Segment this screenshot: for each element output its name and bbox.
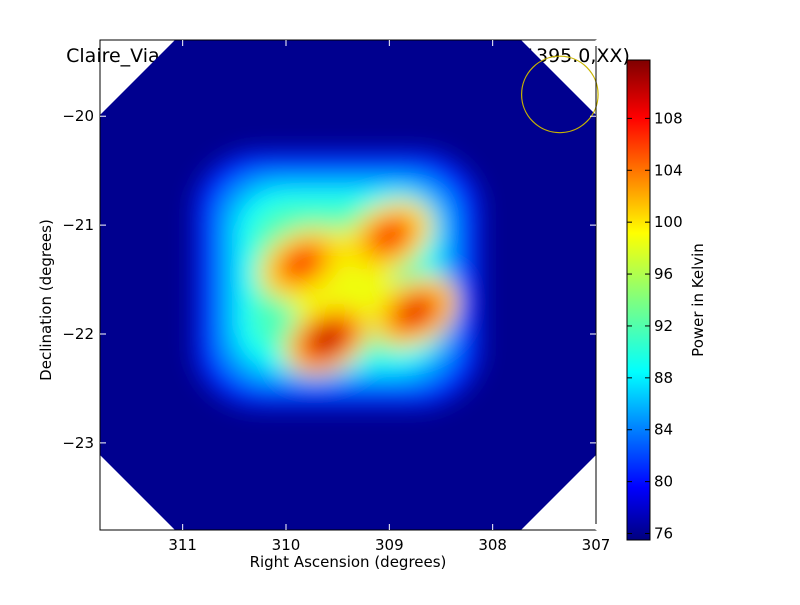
y-tick-label: −22 [62,325,94,343]
heat-hotspot [286,251,317,276]
x-axis: 311 310 309 308 307 [168,40,610,554]
colorbar-tick-label: 96 [654,265,673,283]
x-tick-label: 310 [272,536,301,554]
heatmap-image [100,40,596,530]
colorbar-tick-label: 88 [654,369,673,387]
y-tick-label: −20 [62,107,94,125]
heat-hotspot [400,300,430,325]
x-tick-label: 307 [582,536,611,554]
colorbar-gradient [626,59,651,541]
colorbar-tick-label: 108 [654,109,683,127]
plot-frame [99,39,597,531]
colorbar-tick-label: 100 [654,213,683,231]
colorbar-tick-label: 76 [654,525,673,543]
x-tick-label: 308 [478,536,507,554]
y-axis-label: Declination (degrees) [37,219,55,381]
y-tick-label: −21 [62,216,94,234]
y-tick-label: −23 [62,434,94,452]
colorbar: 76 80 84 88 92 96 100 104 108 [626,59,683,543]
beam-circle-annotation [520,55,599,134]
x-tick-label: 311 [168,536,197,554]
heat-hotspot [374,224,405,248]
colorbar-tick-label: 104 [654,161,683,179]
heat-hotspot [312,327,343,352]
x-axis-label: Right Ascension (degrees) [250,553,447,571]
x-tick-label: 309 [375,536,404,554]
colorbar-tick-label: 80 [654,473,673,491]
y-axis: −20 −21 −22 −23 [62,107,596,452]
colorbar-tick-label: 92 [654,317,673,335]
colorbar-label: Power in Kelvin [689,243,707,357]
colorbar-tick-label: 84 [654,421,673,439]
